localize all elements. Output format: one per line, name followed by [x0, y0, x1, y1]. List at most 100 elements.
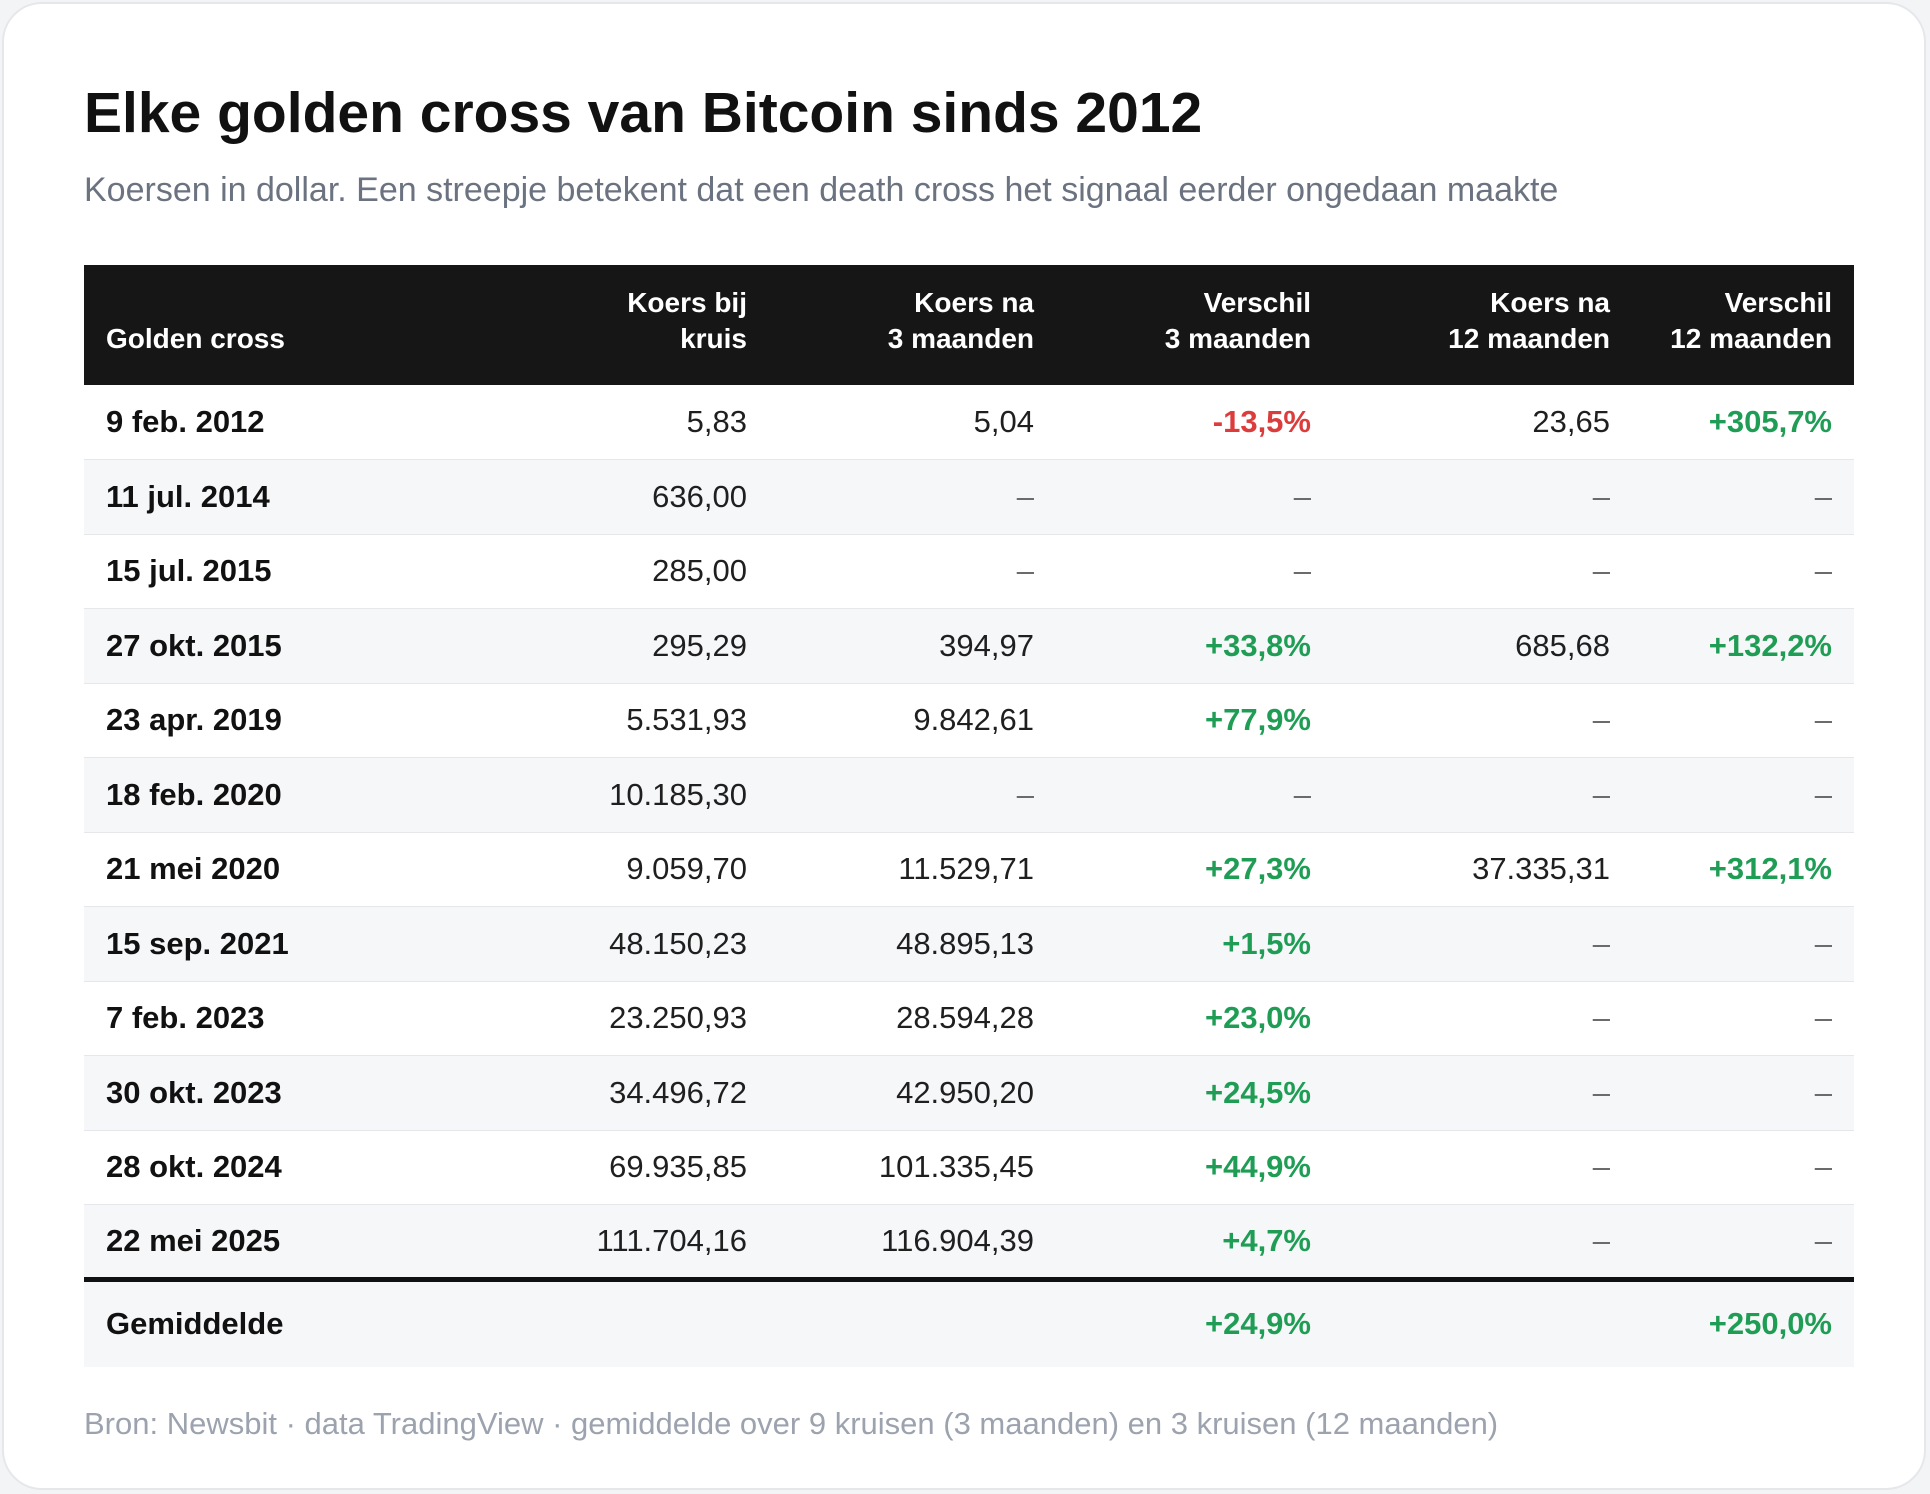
table-cell: 5.531,93: [426, 683, 769, 758]
table-cell: –: [769, 459, 1056, 535]
table-cell: –: [1333, 981, 1632, 1056]
table-row: 28 okt. 2024 69.935,85 101.335,45 +44,9% – –: [84, 1130, 1854, 1205]
table-cell: –: [1632, 906, 1854, 982]
table-cell: 394,97: [769, 608, 1056, 684]
cross-date-cell: 18 feb. 2020: [84, 757, 426, 833]
table-cell: 636,00: [426, 459, 769, 535]
table-cell: –: [1333, 459, 1632, 535]
table-cell: –: [1056, 534, 1333, 609]
chart-subtitle: Koersen in dollar. Een streepje betekent…: [84, 171, 1559, 209]
cross-date-cell: 23 apr. 2019: [84, 683, 426, 758]
column-header: Koers na 3 maanden: [769, 265, 1056, 385]
table-cell: 34.496,72: [426, 1055, 769, 1131]
table-cell: 5,83: [426, 385, 769, 460]
table-row: 11 jul. 2014 636,00– – – –: [84, 459, 1854, 535]
table-cell: 10.185,30: [426, 757, 769, 833]
average-label: Gemiddelde: [84, 1276, 426, 1367]
cross-date-cell: 30 okt. 2023: [84, 1055, 426, 1131]
table-footer: Gemiddelde +24,9% +250,0%: [84, 1276, 1854, 1367]
source-note: Bron: Newsbit · data TradingView · gemid…: [84, 1406, 1499, 1441]
table-row: 22 mei 2025 111.704,16 116.904,39 +4,7% – –: [84, 1204, 1854, 1280]
table-cell: 9.842,61: [769, 683, 1056, 758]
table-row: 15 sep. 2021 48.150,23 48.895,13 +1,5% – –: [84, 906, 1854, 982]
table-cell: +312,1%: [1632, 832, 1854, 907]
table-cell: +44,9%: [1056, 1130, 1333, 1205]
header-row: Golden cross Koers bij kruis Koers na 3 maan…: [84, 265, 1854, 385]
table-cell: –: [1333, 534, 1632, 609]
column-header-line: Verschil: [1724, 287, 1832, 318]
average-row: Gemiddelde +24,9% +250,0%: [84, 1276, 1854, 1367]
cross-date-cell: 9 feb. 2012: [84, 385, 426, 460]
cross-date-cell: 7 feb. 2023: [84, 981, 426, 1056]
column-header-line: Verschil: [1203, 287, 1311, 318]
table-cell: 11.529,71: [769, 832, 1056, 907]
average-cell: [769, 1276, 1056, 1367]
golden-cross-table: Golden cross Koers bij kruis Koers na 3 maan…: [84, 265, 1854, 1367]
table-cell: 48.150,23: [426, 906, 769, 982]
average-cell: +24,9%: [1056, 1276, 1333, 1367]
column-header: Verschil 3 maanden: [1056, 265, 1333, 385]
table-cell: 23.250,93: [426, 981, 769, 1056]
table-cell: +33,8%: [1056, 608, 1333, 684]
table-cell: –: [1632, 981, 1854, 1056]
table-cell: –: [1056, 459, 1333, 535]
table-cell: 42.950,20: [769, 1055, 1056, 1131]
table-row: 27 okt. 2015 295,29 394,97 +33,8% 685,68 +132…: [84, 608, 1854, 684]
table-row: 18 feb. 2020 10.185,30– – – –: [84, 757, 1854, 833]
table-cell: +27,3%: [1056, 832, 1333, 907]
column-header: Koers bij kruis: [426, 265, 769, 385]
table-cell: +1,5%: [1056, 906, 1333, 982]
column-header-line: Koers bij: [627, 287, 747, 318]
cross-date-cell: 11 jul. 2014: [84, 459, 426, 535]
cross-date-cell: 22 mei 2025: [84, 1204, 426, 1280]
table-header: Golden cross Koers bij kruis Koers na 3 maan…: [84, 265, 1854, 385]
table-cell: +23,0%: [1056, 981, 1333, 1056]
table-cell: +305,7%: [1632, 385, 1854, 460]
cross-date-cell: 27 okt. 2015: [84, 608, 426, 684]
cross-date-cell: 15 sep. 2021: [84, 906, 426, 982]
table-cell: –: [1333, 757, 1632, 833]
table-cell: –: [1632, 1130, 1854, 1205]
table-cell: –: [1632, 459, 1854, 535]
table-cell: 37.335,31: [1333, 832, 1632, 907]
table-row: 15 jul. 2015 285,00– – – –: [84, 534, 1854, 609]
chart-title: Elke golden cross van Bitcoin sinds 2012: [84, 81, 1203, 145]
table-cell: –: [1056, 757, 1333, 833]
column-header-line: 12 maanden: [1670, 323, 1832, 354]
table-cell: -13,5%: [1056, 385, 1333, 460]
table-cell: 28.594,28: [769, 981, 1056, 1056]
table-cell: 111.704,16: [426, 1204, 769, 1280]
table-cell: 5,04: [769, 385, 1056, 460]
table-cell: –: [1632, 683, 1854, 758]
table-cell: –: [769, 757, 1056, 833]
table-row: 7 feb. 2023 23.250,93 28.594,28 +23,0% – –: [84, 981, 1854, 1056]
table-cell: 69.935,85: [426, 1130, 769, 1205]
table-cell: 9.059,70: [426, 832, 769, 907]
column-header-line: 3 maanden: [887, 323, 1034, 354]
average-cell: [1333, 1276, 1632, 1367]
table-row: 21 mei 2020 9.059,70 11.529,71 +27,3% 37.335…: [84, 832, 1854, 907]
table-cell: 23,65: [1333, 385, 1632, 460]
table-cell: +24,5%: [1056, 1055, 1333, 1131]
table-cell: –: [1333, 1204, 1632, 1280]
table-row: 9 feb. 2012 5,83 5,04 -13,5% 23,65 +305,7%: [84, 385, 1854, 460]
table-cell: +4,7%: [1056, 1204, 1333, 1280]
table-cell: 685,68: [1333, 608, 1632, 684]
table-row: 30 okt. 2023 34.496,72 42.950,20 +24,5% – –: [84, 1055, 1854, 1131]
cross-date-cell: 21 mei 2020: [84, 832, 426, 907]
table-body: 9 feb. 2012 5,83 5,04 -13,5% 23,65 +305,7% 11 …: [84, 385, 1854, 1280]
table-cell: 285,00: [426, 534, 769, 609]
table-cell: 101.335,45: [769, 1130, 1056, 1205]
table-cell: 295,29: [426, 608, 769, 684]
average-cell: [426, 1276, 769, 1367]
column-header: Verschil 12 maanden: [1632, 265, 1854, 385]
cross-date-cell: 28 okt. 2024: [84, 1130, 426, 1205]
table-cell: 48.895,13: [769, 906, 1056, 982]
column-header-line: 3 maanden: [1164, 323, 1311, 354]
column-header-line: 12 maanden: [1448, 323, 1610, 354]
average-cell: +250,0%: [1632, 1276, 1854, 1367]
column-header-line: Koers na: [1490, 287, 1610, 318]
table-cell: –: [769, 534, 1056, 609]
column-header: Golden cross: [84, 265, 426, 385]
